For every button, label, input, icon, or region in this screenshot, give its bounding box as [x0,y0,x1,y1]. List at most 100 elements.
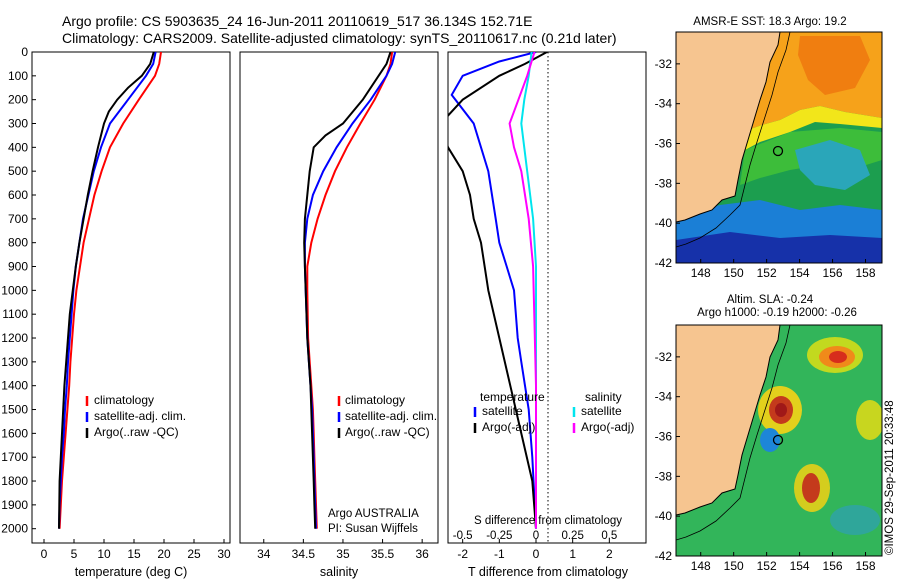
temperature-profiles [58,52,162,529]
x-tick-label: 5 [71,547,78,561]
argo-program-label: Argo AUSTRALIA [328,508,419,520]
depth-tick-label: 1600 [1,426,28,440]
x-tick-label: 34 [257,547,271,561]
lat-tick-label: -38 [655,176,673,190]
depth-tick-label: 1000 [1,283,28,297]
s-tick-label: 0.5 [601,530,617,542]
series-climatology [58,52,162,529]
sst-map-frame [675,31,883,264]
depth-tick-label: 1100 [2,307,28,321]
depth-tick-label: 200 [8,93,28,107]
depth-tick-label: 1200 [1,331,28,345]
lat-tick-label: -34 [655,97,673,111]
x-tick-label: 0 [533,547,540,561]
sla-map-frame [675,324,883,557]
depth-tick-label: 900 [8,260,28,274]
lon-tick-label: 150 [724,266,744,280]
legend-s-argo: Argo(-adj) [581,420,634,434]
legend-header-temperature: temperature [480,390,545,404]
sla-yellow-patch-4 [856,400,882,440]
legend-t-argo: Argo(-adj) [482,420,535,434]
depth-tick-label: 600 [8,188,28,202]
sla-land [676,325,780,515]
lat-tick-label: -42 [655,549,673,563]
legend-header-salinity: salinity [585,390,622,404]
x-tick-label: 35.5 [371,547,395,561]
s-tick-label: 0.25 [561,530,583,542]
lon-tick-label: 148 [691,559,711,573]
x-tick-label: 30 [217,547,231,561]
lon-tick-label: 148 [691,266,711,280]
salinity-x-axis: 34 34.5 35 35.5 36 [257,539,429,561]
s-tick-label: -0.25 [486,530,512,542]
lon-tick-label: 150 [724,559,744,573]
sst-yellow-band [745,106,882,150]
x-tick-label: -1 [494,547,505,561]
x-tick-label: 10 [97,547,111,561]
sla-teal-patch [830,505,880,535]
x-tick-label: 2 [606,547,613,561]
depth-tick-label: 700 [8,212,28,226]
series-s-argo-adj [508,52,537,529]
s-difference-label: S difference from climatology [474,515,622,527]
figure-title-line1: Argo profile: CS 5903635_24 16-Jun-2011 … [62,13,532,29]
sst-cool-eddy [795,140,870,190]
temperature-x-axis: 0 5 10 15 20 25 30 [41,539,231,561]
series-t-argo-adj [448,52,548,529]
difference-profiles [448,52,548,529]
legend-climatology: climatology [345,393,405,407]
sla-eddy-north-core [829,351,847,363]
depth-tick-label: 1700 [1,450,28,464]
depth-tick-label: 500 [8,164,28,178]
x-tick-label: 34.5 [292,547,316,561]
series-argo-raw-qc [303,52,392,529]
sla-shelf-edge [676,325,791,541]
sla-cold-eddy [760,428,780,452]
salinity-profiles [303,52,397,529]
x-tick-label: 20 [157,547,171,561]
sst-cold-south [676,232,882,263]
s-tick-label: 0 [533,530,539,542]
difference-x-axis: -2 -1 0 1 2 [457,539,613,561]
sla-map-axes: 148 150 152 154 156 158 -32 -34 -36 -38 -40 -42 [655,350,876,573]
sla-map-title-line2: Argo h1000: -0.19 h2000: -0.26 [697,307,857,319]
sla-float-marker [772,434,784,446]
sst-warm-core [798,36,870,95]
x-tick-label: 35 [336,547,350,561]
lon-tick-label: 152 [757,559,777,573]
lon-tick-label: 156 [823,559,843,573]
depth-tick-label: 1400 [1,379,28,393]
lat-tick-label: -32 [655,57,673,71]
legend-argo: Argo(..raw -QC) [345,425,430,439]
lat-tick-label: -38 [655,469,673,483]
series-climatology [306,52,394,529]
x-tick-label: 1 [569,547,576,561]
figure-title-line2: Climatology: CARS2009. Satellite-adjuste… [62,30,617,46]
x-tick-label: 15 [127,547,141,561]
depth-tick-label: 300 [8,117,28,131]
sla-eddy-central-core [775,403,787,417]
x-tick-label: 25 [187,547,201,561]
difference-panel-frame [447,51,647,544]
temperature-xlabel: temperature (deg C) [75,565,188,579]
lon-tick-label: 158 [856,266,876,280]
series-t-satellite [450,52,537,529]
depth-tick-label: 1900 [1,498,28,512]
lat-tick-label: -40 [655,509,673,523]
series-argo-raw-qc [58,52,155,529]
sst-shelf-edge [676,32,791,248]
depth-tick-label: 800 [8,236,28,250]
depth-tick-label: 0 [21,45,28,59]
depth-tick-label: 2000 [1,522,28,536]
t-difference-label: T difference from climatology [468,565,629,579]
legend-argo: Argo(..raw -QC) [94,425,179,439]
legend-climatology: climatology [94,393,154,407]
imos-credit: ©IMOS 29-Sep-2011 20:33:48 [884,400,896,555]
legend-satellite: satellite-adj. clim. [94,409,186,423]
s-tick-label: -0.5 [453,530,473,542]
x-tick-label: 0 [41,547,48,561]
sst-float-marker [772,145,784,157]
lat-tick-label: -32 [655,350,673,364]
salinity-difference-scale: -0.5 -0.25 0 0.25 0.5 [453,530,618,542]
sst-land [676,32,780,222]
